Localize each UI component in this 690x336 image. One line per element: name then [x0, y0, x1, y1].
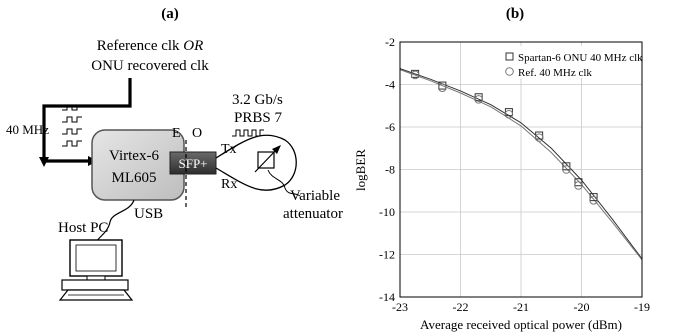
- data-point-circle: [574, 181, 583, 190]
- usb-label: USB: [134, 206, 163, 222]
- fit-curve: [399, 68, 643, 260]
- y-tick-label: -12: [379, 248, 395, 262]
- y-tick-label: -4: [385, 78, 395, 92]
- optical-label: O: [192, 126, 202, 141]
- x-tick-label: -20: [574, 300, 590, 314]
- data-point-square: [562, 162, 571, 171]
- data-point-circle: [410, 70, 420, 80]
- data-point-circle: [562, 165, 571, 174]
- usb-cable: [95, 199, 135, 243]
- legend-marker-square: [505, 52, 514, 61]
- attenuator-label-line2: attenuator: [283, 206, 343, 222]
- legend-background: [500, 46, 640, 78]
- attenuator-arrow-head: [272, 145, 281, 154]
- fiber-loop: [215, 134, 297, 191]
- plot-frame: [399, 41, 643, 298]
- marker-layer: [410, 69, 598, 205]
- attenuator-arrow-line: [254, 147, 279, 173]
- host-pc-icon: [58, 239, 134, 301]
- attenuator-pointer: [267, 169, 301, 197]
- data-point-circle: [589, 196, 598, 205]
- data-waveform-icon: [232, 129, 264, 137]
- x-tick-label: -19: [634, 300, 650, 314]
- legend-marker-circle: [505, 67, 514, 76]
- data-point-circle: [438, 83, 447, 92]
- data-rate-label: 3.2 Gb/s: [232, 92, 283, 108]
- sfp-module: [169, 151, 217, 175]
- x-axis-label: Average received optical power (dBm): [420, 317, 622, 332]
- sfp-label: SFP+: [178, 156, 207, 171]
- legend-label: Spartan-6 ONU 40 MHz clk: [518, 52, 643, 64]
- onu-recovered-clock-label: ONU recovered clk: [91, 58, 209, 74]
- attenuator-label-line1: Variable: [290, 188, 340, 204]
- reference-clock-label: Reference clk OR: [97, 38, 204, 54]
- clock-arrow-line: [42, 78, 132, 161]
- legend: Spartan-6 ONU 40 MHz clk Ref. 40 MHz clk: [500, 46, 643, 79]
- grid-layer: [399, 41, 643, 298]
- tick-layer: -23 -22 -21 -20 -19 -2 -4 -6 -8 -10 -12 -14: [379, 35, 650, 314]
- y-tick-label: -2: [385, 35, 395, 49]
- x-tick-label: -22: [453, 300, 469, 314]
- data-point-square: [589, 193, 598, 202]
- host-pc-label: Host PC: [58, 220, 108, 236]
- electrical-label: E: [172, 126, 181, 141]
- data-point-circle: [504, 109, 514, 119]
- data-point-circle: [474, 95, 483, 104]
- data-point-square: [574, 178, 583, 187]
- clock-waveform-icon: [62, 104, 82, 147]
- y-tick-label: -8: [385, 163, 395, 177]
- x-tick-label: -23: [392, 300, 408, 314]
- x-tick-label: -21: [513, 300, 529, 314]
- rx-label: Rx: [221, 177, 237, 192]
- data-point-circle: [534, 133, 544, 142]
- y-tick-label: -14: [379, 290, 395, 304]
- panel-b-chart: (b) -23 -22 -21 -20 -19 -2 -4 -6 -8 -10 -12 -14 Ave…: [353, 6, 650, 332]
- y-tick-label: -10: [379, 205, 395, 219]
- prbs-label: PRBS 7: [234, 110, 282, 126]
- y-axis-label: logBER: [353, 149, 368, 191]
- board-model: ML605: [112, 170, 157, 186]
- board-name: Virtex-6: [109, 148, 159, 164]
- y-tick-label: -6: [385, 120, 395, 134]
- panel-a-label: (a): [161, 6, 179, 22]
- panel-b-label: (b): [506, 6, 524, 22]
- panel-a-diagram: (a) Reference clk OR ONU recovered clk 4…: [6, 6, 343, 301]
- clock-input-label: 40 MHz: [6, 122, 49, 137]
- legend-label: Ref. 40 MHz clk: [518, 67, 592, 79]
